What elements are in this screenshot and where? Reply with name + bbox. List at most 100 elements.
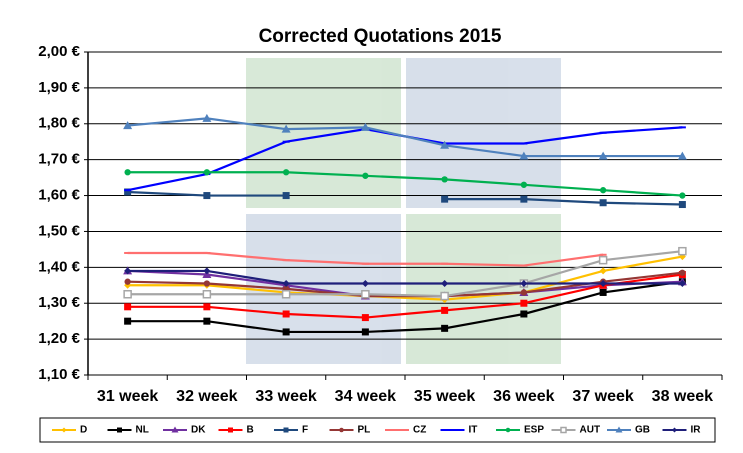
marker — [203, 169, 211, 176]
marker — [440, 291, 449, 301]
legend-label: DK — [191, 425, 206, 436]
legend-label: IT — [469, 425, 478, 436]
legend-label: ESP — [524, 425, 544, 436]
marker — [171, 426, 179, 433]
x-tick-label: 36 week — [493, 388, 554, 405]
marker — [61, 427, 67, 433]
marker — [282, 328, 290, 336]
marker — [520, 310, 528, 318]
marker — [282, 192, 290, 200]
marker — [203, 251, 211, 254]
marker — [124, 251, 132, 254]
marker — [441, 324, 449, 332]
marker — [678, 253, 686, 261]
marker — [599, 279, 607, 287]
series-line — [127, 171, 683, 197]
marker — [281, 124, 291, 133]
marker — [441, 279, 449, 287]
marker — [124, 188, 132, 196]
legend-label: IR — [691, 425, 702, 436]
marker — [441, 176, 448, 183]
y-tick-label: 1,70 € — [38, 151, 80, 168]
marker — [339, 427, 344, 433]
marker — [560, 426, 567, 434]
series-line — [127, 250, 683, 298]
marker — [202, 113, 212, 122]
marker — [360, 122, 370, 131]
marker — [203, 303, 211, 311]
marker — [520, 195, 528, 203]
legend-label: F — [302, 425, 308, 436]
series-line — [127, 117, 683, 158]
marker — [282, 310, 290, 318]
marker — [678, 279, 686, 287]
marker — [450, 429, 455, 431]
series-line — [127, 280, 683, 334]
series-line — [127, 255, 683, 301]
marker — [520, 299, 528, 307]
series — [123, 113, 687, 160]
marker — [282, 259, 290, 262]
marker — [441, 195, 449, 203]
marker — [203, 192, 211, 200]
legend-label: AUT — [580, 425, 601, 436]
series — [124, 251, 607, 267]
marker — [672, 427, 677, 433]
marker — [394, 429, 400, 431]
marker — [599, 267, 607, 275]
chart-title: Corrected Quotations 2015 — [259, 26, 502, 47]
series — [124, 267, 686, 287]
marker — [228, 427, 233, 433]
y-tick-label: 1,90 € — [38, 79, 80, 96]
marker — [677, 151, 687, 160]
marker — [361, 290, 370, 299]
x-tick-label: 31 week — [97, 388, 158, 405]
marker — [505, 427, 511, 433]
marker — [362, 172, 369, 179]
marker — [679, 192, 686, 199]
marker — [361, 328, 369, 336]
y-tick-label: 1,60 € — [38, 187, 80, 204]
y-tick-label: 1,40 € — [38, 258, 80, 275]
marker — [361, 279, 369, 287]
marker — [124, 303, 132, 311]
x-tick-label: 32 week — [176, 388, 237, 405]
marker — [124, 267, 132, 275]
marker — [282, 169, 290, 176]
series-line — [127, 273, 683, 319]
marker — [282, 140, 290, 143]
y-tick-label: 1,10 € — [38, 366, 80, 383]
marker — [441, 306, 449, 314]
marker — [124, 189, 132, 192]
marker — [678, 126, 686, 129]
marker — [599, 199, 607, 207]
marker — [124, 317, 132, 325]
legend-label: D — [80, 425, 87, 436]
marker — [203, 267, 211, 275]
marker — [598, 151, 608, 160]
legend-label: NL — [136, 425, 149, 436]
marker — [679, 269, 686, 276]
legend-label: PL — [358, 425, 371, 436]
marker — [520, 279, 528, 287]
y-tick-label: 1,50 € — [38, 222, 80, 239]
y-tick-label: 1,80 € — [38, 115, 80, 132]
marker — [520, 142, 528, 145]
marker — [361, 262, 369, 265]
marker — [599, 187, 607, 194]
y-tick-label: 1,20 € — [38, 330, 80, 347]
marker — [520, 264, 528, 267]
x-tick-label: 35 week — [414, 388, 475, 405]
x-tick-label: 38 week — [652, 388, 713, 405]
marker — [117, 427, 122, 433]
marker — [519, 151, 529, 160]
marker — [598, 255, 608, 265]
y-tick-label: 2,00 € — [38, 43, 80, 60]
marker — [599, 288, 607, 296]
marker — [124, 278, 131, 285]
marker — [599, 131, 607, 134]
marker — [202, 290, 212, 299]
marker — [281, 290, 291, 299]
marker — [282, 279, 290, 287]
